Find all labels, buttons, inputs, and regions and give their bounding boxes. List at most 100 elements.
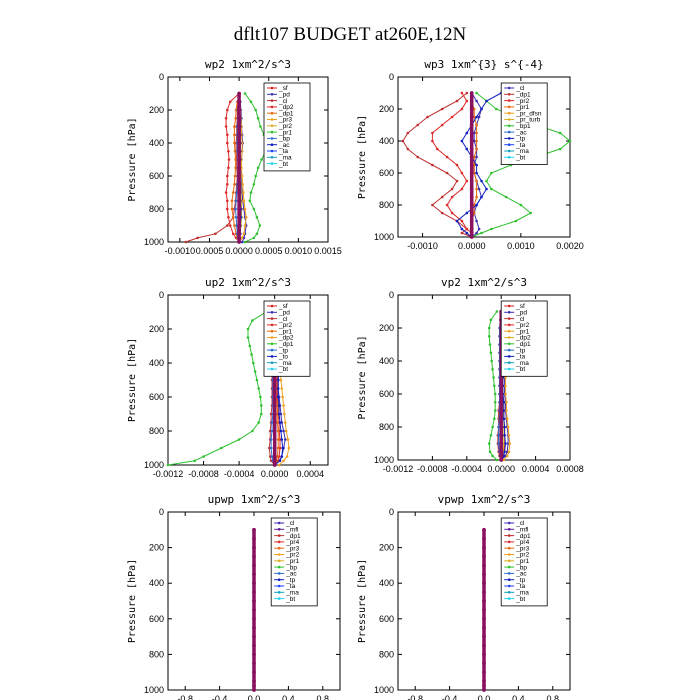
data-point <box>469 179 474 183</box>
series-line <box>402 92 472 238</box>
data-point <box>465 179 469 183</box>
series-line <box>488 311 498 461</box>
y-tick-label: 600 <box>379 168 394 178</box>
data-point <box>242 191 245 194</box>
data-point <box>475 131 478 135</box>
data-point <box>214 232 217 236</box>
data-point <box>497 442 500 445</box>
data-point <box>252 207 256 211</box>
data-point <box>503 434 506 437</box>
data-point <box>469 91 474 95</box>
data-point <box>252 581 256 586</box>
data-point <box>252 652 256 657</box>
legend-marker <box>507 342 511 346</box>
data-point <box>450 115 454 119</box>
data-point <box>482 554 486 559</box>
legend-marker <box>277 546 281 550</box>
data-point <box>226 183 229 186</box>
data-point <box>406 147 410 151</box>
legend-marker <box>270 124 274 128</box>
data-point <box>489 434 493 437</box>
data-point <box>469 231 474 235</box>
data-point <box>226 133 229 137</box>
data-point <box>254 108 257 112</box>
y-tick-label: 200 <box>149 543 164 553</box>
y-tick-label: 200 <box>379 323 394 333</box>
data-point <box>285 455 289 458</box>
legend-label: _pr2 <box>278 322 292 329</box>
data-point <box>529 211 532 215</box>
data-point <box>281 395 285 399</box>
data-point <box>240 150 244 153</box>
legend-marker <box>507 111 511 115</box>
legend-label: _ac <box>285 571 297 578</box>
data-point <box>277 404 281 407</box>
y-tick-label: 1000 <box>374 232 394 242</box>
x-tick-label: 0.0000 <box>225 246 253 256</box>
x-tick-label: -0.0008 <box>188 469 219 479</box>
legend-marker <box>507 597 511 600</box>
data-point <box>249 191 253 194</box>
data-point <box>482 652 486 657</box>
data-point <box>244 216 248 219</box>
data-point <box>431 139 434 143</box>
data-point <box>237 215 242 220</box>
chart-panel-4: vp2 1xm^2/s^3 Pressure [hPa] 0 200 400 600 800… <box>357 276 584 474</box>
y-axis-label: Pressure [hPa] <box>357 559 368 643</box>
data-point <box>283 412 286 416</box>
data-point <box>416 155 420 159</box>
data-point <box>482 634 486 639</box>
data-point <box>477 187 481 191</box>
data-point <box>276 395 280 399</box>
legend-marker <box>507 149 511 153</box>
data-point <box>252 625 256 630</box>
legend-label: _cl <box>515 316 525 323</box>
x-tick-label: 0.0004 <box>522 464 550 474</box>
data-point <box>406 131 410 135</box>
data-point <box>477 227 481 231</box>
data-point <box>224 125 228 128</box>
data-point <box>440 123 444 127</box>
legend-label: _pr2 <box>515 98 529 105</box>
y-tick-label: 0 <box>389 507 394 517</box>
data-point <box>490 171 493 175</box>
data-point <box>460 231 464 235</box>
legend-label: _pd <box>278 310 290 317</box>
series-line <box>431 92 473 237</box>
data-point <box>284 438 287 441</box>
legend-marker <box>507 86 511 90</box>
legend-label: _ta <box>515 142 525 149</box>
data-point <box>493 384 496 388</box>
data-point <box>237 149 242 154</box>
x-tick-label: 0.0004 <box>296 469 324 479</box>
data-point <box>231 191 235 194</box>
series-line <box>456 92 502 238</box>
data-point <box>252 536 256 541</box>
data-point <box>240 236 244 240</box>
data-point <box>250 353 253 356</box>
data-point <box>469 171 474 175</box>
data-point <box>482 625 486 630</box>
data-point <box>460 91 464 95</box>
series-total <box>482 527 486 692</box>
data-point <box>488 343 492 346</box>
data-point <box>280 438 284 441</box>
data-point <box>502 409 506 412</box>
data-point <box>243 207 247 211</box>
y-tick-label: 800 <box>379 200 394 210</box>
data-point <box>499 454 504 458</box>
data-point <box>493 392 497 396</box>
data-point <box>502 417 506 421</box>
legend-marker <box>270 105 274 109</box>
data-point <box>202 455 205 458</box>
legend-label: _dp2 <box>278 104 294 111</box>
data-point <box>482 608 486 612</box>
legend-label: _pr1 <box>278 129 292 136</box>
data-point <box>504 376 507 379</box>
data-point <box>237 236 242 240</box>
legend-marker <box>270 86 274 90</box>
data-point <box>487 442 491 445</box>
data-point <box>469 195 474 199</box>
data-point <box>276 387 280 390</box>
